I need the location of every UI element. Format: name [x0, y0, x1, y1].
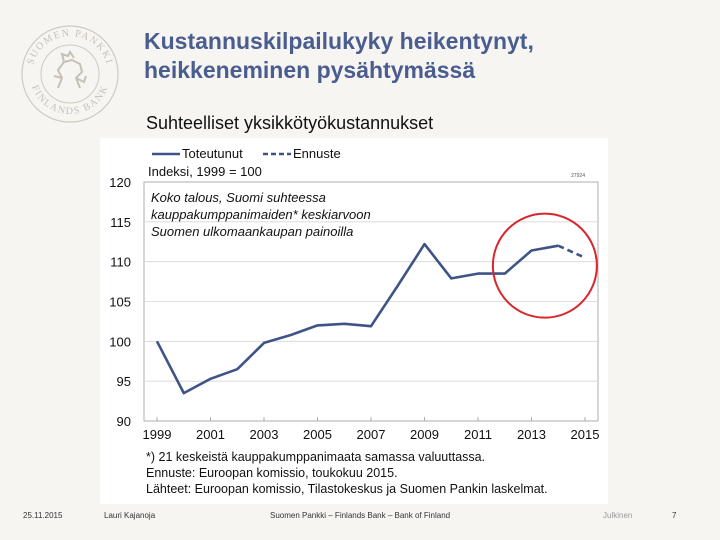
x-tick-label: 2009: [410, 427, 439, 442]
footer-author: Lauri Kajanoja: [104, 511, 156, 520]
bank-logo: SUOMEN PANKKI FINLANDS BANK: [18, 22, 122, 126]
x-tick-label: 2003: [250, 427, 279, 442]
x-tick-label: 2013: [517, 427, 546, 442]
chart-note-line: Ennuste: Euroopan komissio, toukokuu 201…: [146, 466, 398, 480]
x-tick-label: 2007: [357, 427, 386, 442]
y-tick-label: 110: [110, 255, 131, 270]
y-tick-label: 90: [117, 414, 131, 429]
chart-note-line: *) 21 keskeistä kauppakumppanimaata sama…: [146, 450, 485, 464]
x-tick-label: 2001: [196, 427, 225, 442]
slide-subtitle: Suhteelliset yksikkötyökustannukset: [146, 113, 434, 133]
slide-title: Kustannuskilpailukyky heikentynyt, heikk…: [144, 27, 684, 85]
chart-annotation-line: kauppakumppanimaiden* keskiarvoon: [151, 207, 371, 222]
highlight-circle: [491, 212, 598, 319]
page-number: 7: [672, 511, 677, 520]
chart-annotation-line: Suomen ulkomaankaupan painoilla: [151, 224, 353, 239]
y-tick-label: 95: [117, 374, 131, 389]
legend-label-toteutunut: Toteutunut: [182, 146, 243, 161]
footer-date: 25.11.2015: [23, 511, 63, 520]
y-tick-label: 120: [109, 175, 131, 190]
chart-note-line: Lähteet: Euroopan komissio, Tilastokesku…: [146, 482, 548, 496]
lion-emblem-icon: SUOMEN PANKKI FINLANDS BANK: [21, 25, 119, 123]
x-tick-label: 2011: [464, 427, 492, 442]
x-tick-label: 2005: [303, 427, 332, 442]
slide-title-line-2: heikkeneminen pysähtymässä: [144, 57, 476, 83]
slide-title-line-1: Kustannuskilpailukyky heikentynyt,: [144, 28, 534, 54]
index-label: Indeksi, 1999 = 100: [148, 164, 262, 179]
y-tick-label: 105: [109, 295, 131, 310]
x-tick-label: 2015: [571, 427, 600, 442]
series-line-ennuste: [557, 244, 586, 259]
series-line-toteutunut: [155, 242, 559, 395]
x-tick-label: 1999: [143, 427, 172, 442]
y-tick-label: 100: [109, 334, 131, 349]
footer-bank: Suomen Pankki – Finlands Bank – Bank of …: [270, 511, 451, 520]
chart-panel: 120 115 110 105 100 95 90 1999 2001 2003 2005 2007 2…: [100, 138, 608, 504]
y-tick-label: 115: [110, 215, 131, 230]
chart-code: 27924: [571, 173, 585, 179]
line-chart: 120 115 110 105 100 95 90 1999 2001 2003 2005 2007 2…: [109, 146, 600, 496]
legend-label-ennuste: Ennuste: [293, 146, 341, 161]
chart-annotation-line: Koko talous, Suomi suhteessa: [151, 190, 326, 205]
footer-classification: Julkinen: [603, 511, 633, 520]
